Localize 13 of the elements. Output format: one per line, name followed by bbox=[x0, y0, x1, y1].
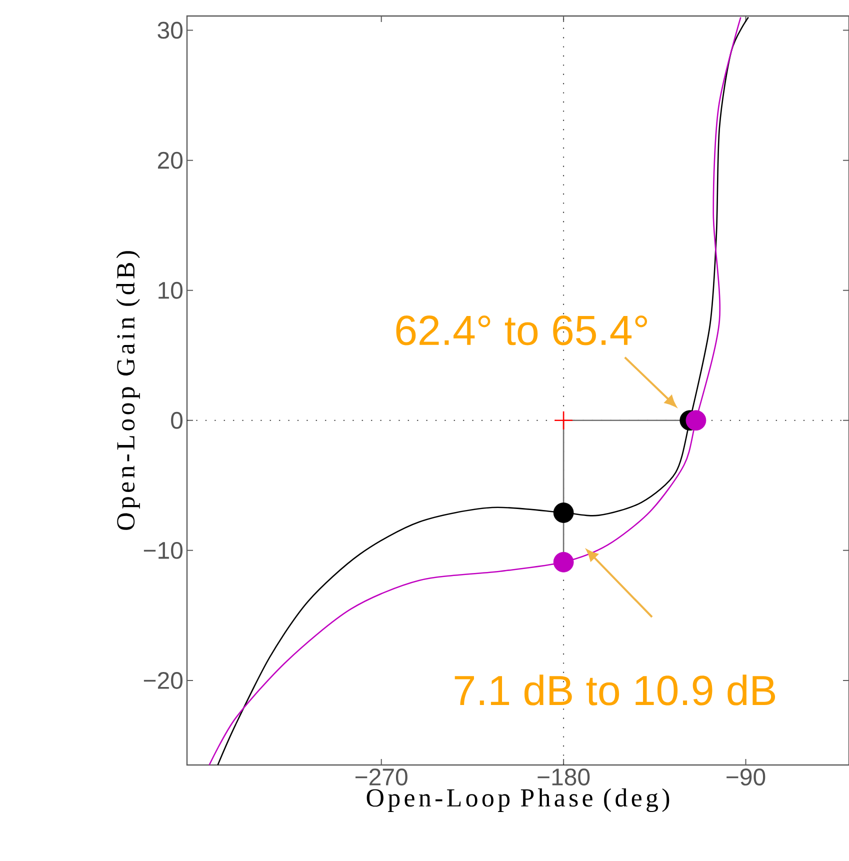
y-tick-label: 10 bbox=[158, 282, 183, 299]
y-tick-label: 20 bbox=[158, 152, 183, 169]
y-axis-title: Open-Loop Gain (dB) bbox=[116, 251, 140, 530]
y-tick-label: 30 bbox=[158, 22, 183, 39]
y-tick-label: −10 bbox=[144, 542, 183, 559]
annotation: 7.1 dB to 10.9 dB bbox=[454, 674, 776, 706]
y-tick-label: 0 bbox=[171, 412, 183, 429]
x-tick-label: −90 bbox=[726, 768, 766, 786]
x-axis-title: Open-Loop Phase (deg) bbox=[366, 788, 670, 812]
annotation: 62.4° to 65.4° bbox=[396, 316, 648, 346]
y-tick-label: −20 bbox=[144, 672, 183, 689]
x-tick-label: −270 bbox=[355, 768, 408, 786]
x-tick-label: −180 bbox=[538, 768, 590, 786]
